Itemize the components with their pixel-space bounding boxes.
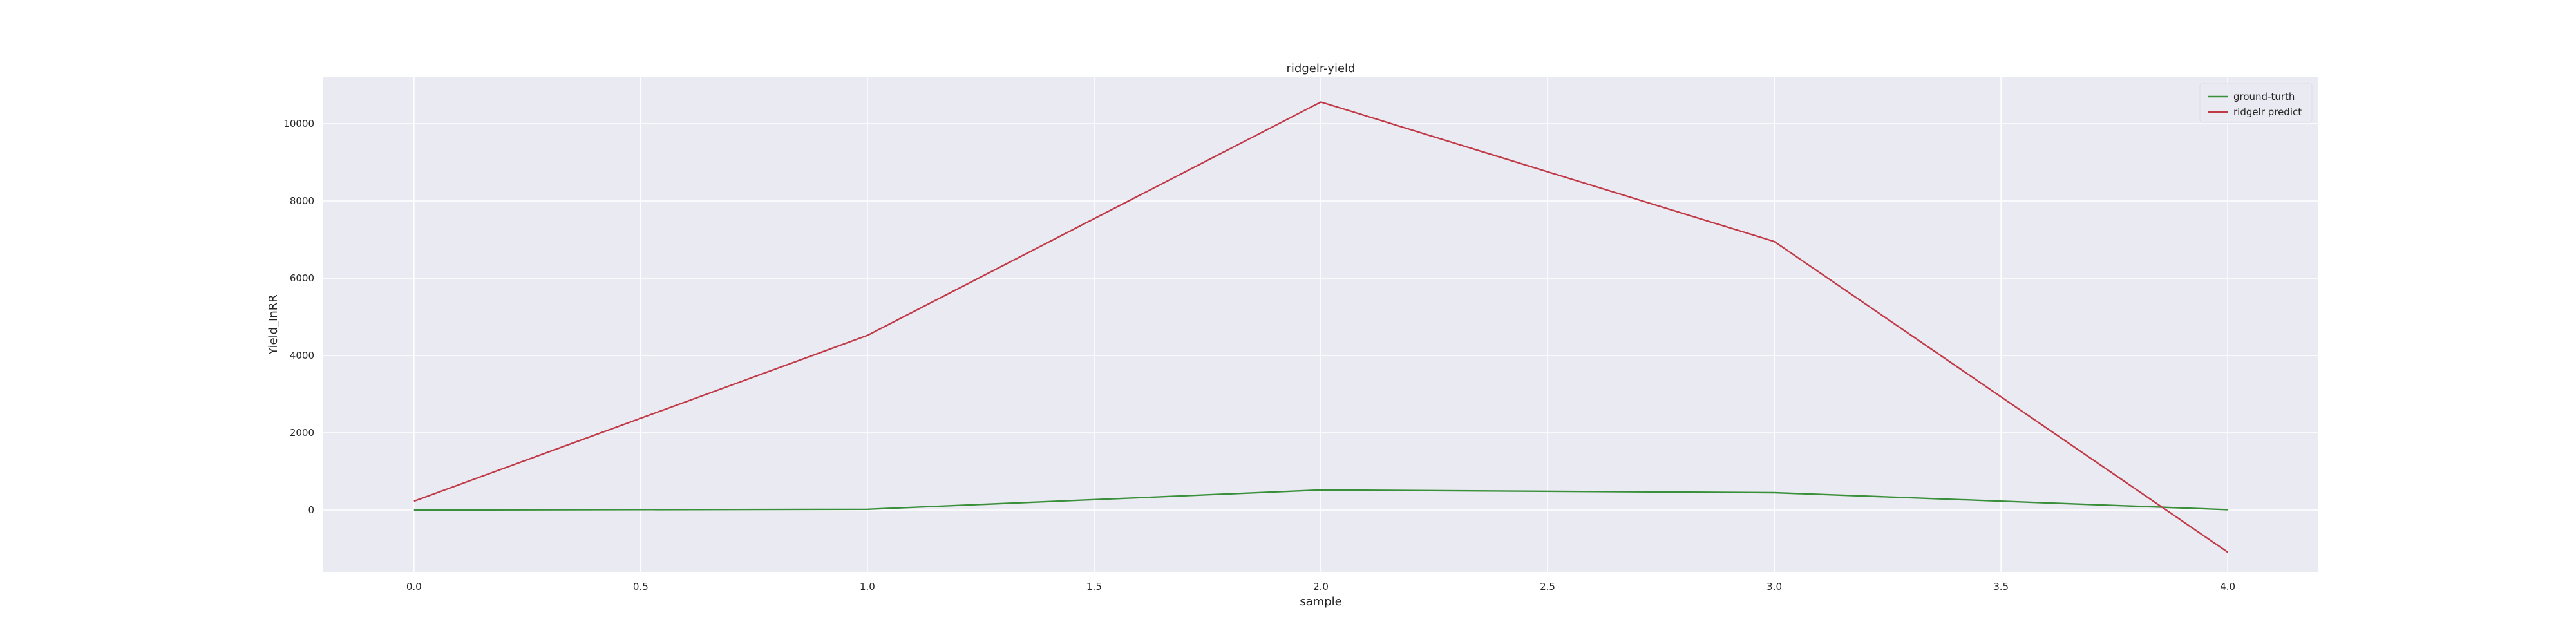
y-tick-label: 2000 <box>290 427 314 439</box>
y-tick-label: 4000 <box>290 350 314 361</box>
y-tick-label: 6000 <box>290 272 314 284</box>
y-tick-label: 10000 <box>283 118 314 129</box>
x-axis-label: sample <box>1300 595 1341 609</box>
series-line-0 <box>413 489 2228 511</box>
legend: ground-turth ridgelr predict <box>2199 83 2313 123</box>
x-axis-ticks: 0.0 0.5 1.0 1.5 2.0 2.5 3.0 3.5 4.0 <box>406 581 2235 592</box>
chart-title: ridgelr-yield <box>1287 62 1356 75</box>
x-tick-label: 1.5 <box>1086 581 1102 592</box>
grid-lines <box>323 77 2318 572</box>
y-axis-ticks: 0 2000 4000 6000 8000 10000 <box>283 118 314 516</box>
x-tick-label: 1.0 <box>860 581 875 592</box>
legend-label-0: ground-turth <box>2233 91 2295 102</box>
y-tick-label: 8000 <box>290 195 314 207</box>
x-tick-label: 2.0 <box>1313 581 1329 592</box>
y-axis-label: Yield_InRR <box>267 294 280 355</box>
series-line-1 <box>413 101 2228 553</box>
x-tick-label: 3.0 <box>1766 581 1782 592</box>
legend-label-1: ridgelr predict <box>2233 106 2302 118</box>
x-tick-label: 0.5 <box>633 581 649 592</box>
x-tick-label: 4.0 <box>2220 581 2235 592</box>
x-tick-label: 2.5 <box>1540 581 1555 592</box>
y-tick-label: 0 <box>308 504 314 516</box>
legend-items: ground-turth ridgelr predict <box>2208 91 2302 118</box>
series-lines <box>413 101 2228 553</box>
x-tick-label: 3.5 <box>1993 581 2009 592</box>
x-tick-label: 0.0 <box>406 581 422 592</box>
